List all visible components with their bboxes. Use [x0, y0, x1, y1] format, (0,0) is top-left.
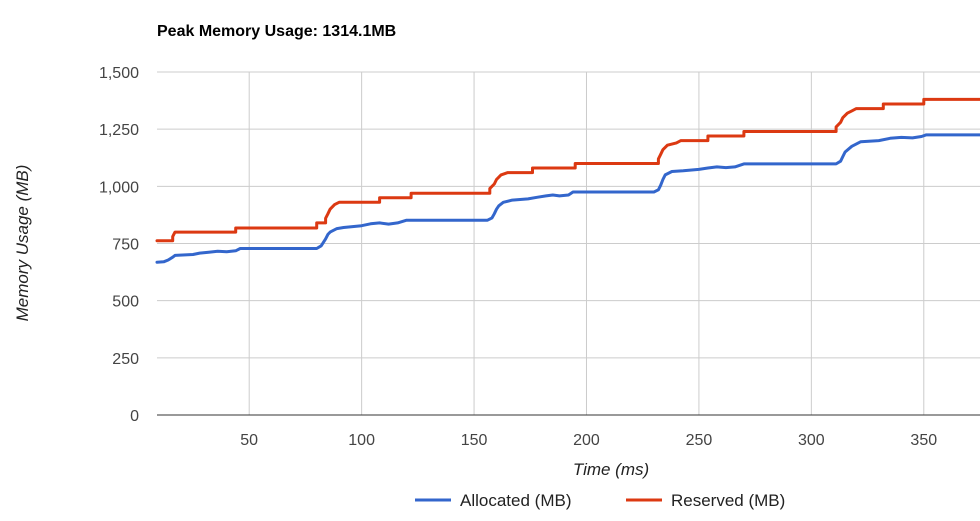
chart-title: Peak Memory Usage: 1314.1MB	[157, 23, 396, 40]
series-line-allocated	[155, 133, 980, 264]
axis-ticks: 0 250 500 750 1,000 1,250 1,500 50 100 150 200 250 3…	[99, 65, 937, 449]
x-tick-label: 50	[240, 432, 258, 449]
x-tick-label: 350	[910, 432, 937, 449]
y-tick-label: 1,500	[99, 65, 139, 82]
y-tick-label: 250	[112, 351, 139, 368]
x-axis-title: Time (ms)	[573, 460, 649, 479]
y-tick-label: 1,250	[99, 122, 139, 139]
legend: Allocated (MB) Reserved (MB)	[415, 491, 785, 510]
y-axis-title: Memory Usage (MB)	[13, 165, 32, 322]
series-lines	[155, 97, 980, 264]
legend-label-allocated: Allocated (MB)	[460, 491, 571, 510]
x-tick-label: 150	[461, 432, 488, 449]
y-tick-label: 0	[130, 408, 139, 425]
series-line-reserved	[155, 97, 980, 243]
y-tick-label: 500	[112, 294, 139, 311]
legend-label-reserved: Reserved (MB)	[671, 491, 785, 510]
x-tick-label: 250	[686, 432, 713, 449]
y-tick-label: 1,000	[99, 179, 139, 196]
x-tick-label: 200	[573, 432, 600, 449]
y-tick-label: 750	[112, 237, 139, 254]
grid-lines	[157, 71, 980, 416]
x-tick-label: 300	[798, 432, 825, 449]
x-tick-label: 100	[348, 432, 375, 449]
